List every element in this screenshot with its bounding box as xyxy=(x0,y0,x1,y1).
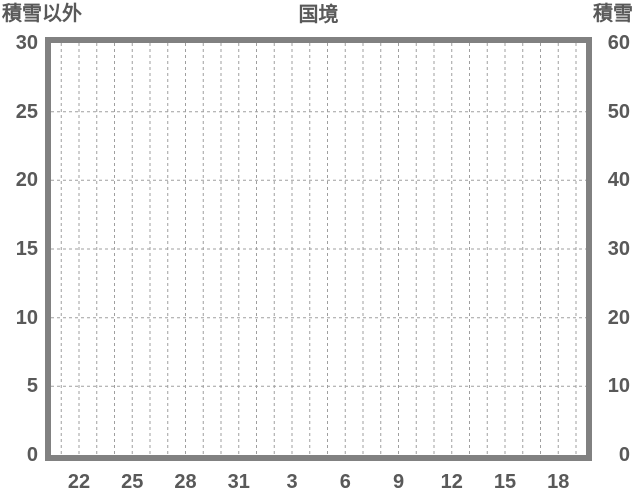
x-tick-label: 25 xyxy=(121,471,144,493)
x-tick-label: 3 xyxy=(286,471,298,493)
y-left-tick-label: 10 xyxy=(15,306,38,329)
x-tick-label: 18 xyxy=(547,471,570,493)
x-tick-label: 28 xyxy=(174,471,197,493)
left-axis-title: 積雪以外 xyxy=(2,3,82,25)
y-right-tick-label: 60 xyxy=(607,32,630,54)
y-right-tick-label: 50 xyxy=(607,100,630,123)
y-left-tick-label: 0 xyxy=(26,444,38,466)
y-left-tick-label: 15 xyxy=(15,238,38,260)
y-left-tick-label: 25 xyxy=(15,100,38,123)
x-tick-label: 9 xyxy=(392,471,405,493)
y-left-tick-label: 5 xyxy=(26,375,38,398)
chart-title: 国境 xyxy=(298,4,339,26)
y-right-tick-label: 0 xyxy=(618,444,630,466)
y-right-tick-label: 30 xyxy=(607,238,630,260)
x-tick-label: 6 xyxy=(339,471,351,493)
x-tick-label: 15 xyxy=(493,471,517,493)
y-right-tick-label: 20 xyxy=(607,306,630,329)
y-right-tick-label: 10 xyxy=(607,375,630,398)
y-right-tick-label: 40 xyxy=(607,169,630,192)
y-left-tick-label: 20 xyxy=(15,169,38,192)
x-tick-label: 31 xyxy=(227,471,250,493)
x-tick-label: 22 xyxy=(67,471,91,493)
x-tick-label: 12 xyxy=(440,471,463,493)
y-left-tick-label: 30 xyxy=(15,32,38,54)
right-axis-title: 積雪 xyxy=(593,3,633,25)
